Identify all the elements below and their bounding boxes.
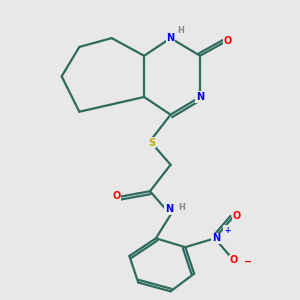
Text: H: H: [178, 203, 185, 212]
Text: O: O: [230, 255, 238, 266]
Text: S: S: [148, 138, 155, 148]
Text: H: H: [178, 26, 184, 35]
Text: O: O: [224, 36, 232, 46]
Text: O: O: [233, 211, 241, 221]
Text: N: N: [167, 33, 175, 43]
Text: N: N: [212, 233, 220, 243]
Text: O: O: [112, 190, 120, 201]
Text: N: N: [196, 92, 204, 102]
Text: N: N: [165, 204, 173, 214]
Text: −: −: [244, 257, 252, 267]
Text: +: +: [224, 226, 230, 235]
